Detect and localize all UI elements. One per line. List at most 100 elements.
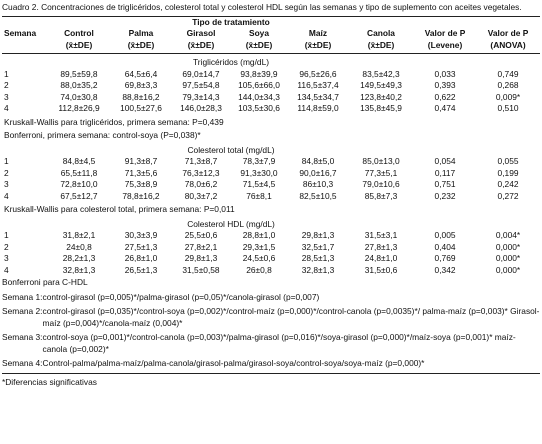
column-sub: (ANOVA) xyxy=(476,39,541,54)
data-row: 3 72,8±10,0 75,3±8,9 78,0±6,2 71,5±4,5 86±10,… xyxy=(2,179,540,191)
cell: 146,0±28,3 xyxy=(180,103,222,113)
cell: 123,8±40,2 xyxy=(360,91,402,102)
cell: 4 xyxy=(4,264,9,275)
cell: 75,3±8,9 xyxy=(124,179,158,189)
cell: 31,5±0,58 xyxy=(182,264,220,275)
cell: 78,3±7,9 xyxy=(242,156,276,166)
cell: 72,8±10,0 xyxy=(60,179,98,189)
section-title: Colesterol HDL (mg/dL) xyxy=(187,218,275,229)
data-row: 4 112,8±26,9 100,5±27,6 146,0±28,3 103,5±30,… xyxy=(2,103,540,115)
week-label: Semana 4: xyxy=(2,358,43,368)
cell: 116,5±37,4 xyxy=(297,80,339,90)
cell: 97,5±54,8 xyxy=(182,80,220,90)
cell xyxy=(476,54,540,69)
cell: 0,342 xyxy=(434,264,456,275)
cell: 85,8±7,3 xyxy=(364,190,398,201)
cell: 32,8±1,3 xyxy=(62,264,96,275)
cell: 93,8±39,9 xyxy=(240,68,278,79)
section-title-row: Triglicéridos (mg/dL) xyxy=(2,54,540,69)
cell: 26±0,8 xyxy=(246,264,272,275)
note: Kruskall-Wallis para colesterol total, p… xyxy=(4,204,235,214)
cell: 112,8±26,9 xyxy=(58,103,100,113)
column-sub: (x̄±DE) xyxy=(288,39,348,54)
cell: 65,5±11,8 xyxy=(60,167,98,178)
cell: 29,8±1,3 xyxy=(301,230,335,240)
cell: 2 xyxy=(4,80,9,90)
column-sub: (x̄±DE) xyxy=(110,39,172,54)
cell: 29,3±1,5 xyxy=(242,241,276,252)
cell xyxy=(414,142,476,157)
cell: 3 xyxy=(4,253,9,263)
cell: 0,268 xyxy=(497,80,519,90)
cell: 0,510 xyxy=(497,103,519,113)
cell: 30,3±3,9 xyxy=(124,230,158,240)
cell: 0,749 xyxy=(497,68,519,79)
bonferroni-item: Semana 2: control-girasol (p=0,035)*/cont… xyxy=(2,306,540,329)
cell: 83,5±42,3 xyxy=(362,68,400,79)
data-row: 1 84,8±4,5 91,3±8,7 71,3±8,7 78,3±7,9 84,8±5,… xyxy=(2,156,540,168)
cell: 67,5±12,7 xyxy=(60,190,98,201)
data-row: 1 89,5±59,8 64,5±6,4 69,0±14,7 93,8±39,9 96,5… xyxy=(2,69,540,81)
cell: 26,8±1,0 xyxy=(124,253,158,263)
note: Kruskall-Wallis para triglicéridos, prim… xyxy=(4,116,224,127)
column-sub: (x̄±DE) xyxy=(48,39,110,54)
bonferroni-item: Semana 1: control-girasol (p=0,005)*/palm… xyxy=(2,292,540,304)
cell: 0,769 xyxy=(434,253,456,263)
cell: 84,8±4,5 xyxy=(62,156,96,166)
cell: 0,054 xyxy=(434,156,456,166)
week-label: Semana 3: xyxy=(2,332,43,342)
note: Bonferroni, primera semana: control-soya… xyxy=(4,130,201,140)
cell: 149,5±49,3 xyxy=(360,80,402,90)
cell: 144,0±34,3 xyxy=(238,91,280,102)
cell: 0,009* xyxy=(495,91,521,102)
cell: 25,5±0,6 xyxy=(184,230,218,240)
section-title-row: Colesterol total (mg/dL) xyxy=(2,142,540,157)
cell: 0,232 xyxy=(434,190,456,201)
data-row: 4 67,5±12,7 78,8±16,2 80,3±7,2 76±8,1 82,5±10… xyxy=(2,191,540,203)
comparison-text: control-girasol (p=0,005)*/palma-girasol… xyxy=(42,291,320,302)
cell: 28,5±1,3 xyxy=(301,253,335,263)
data-row: 1 31,8±2,1 30,3±3,9 25,5±0,6 28,8±1,0 29,8±1,… xyxy=(2,230,540,242)
cell: 0,000* xyxy=(495,264,521,275)
cell: 71,3±8,7 xyxy=(184,156,218,166)
note-row: Kruskall-Wallis para triglicéridos, prim… xyxy=(2,115,540,129)
cell: 0,117 xyxy=(434,167,456,178)
column-name: Maíz xyxy=(308,28,328,38)
cell: 90,0±16,7 xyxy=(299,167,337,178)
cell: 0,004* xyxy=(495,230,521,240)
cell xyxy=(2,54,48,69)
cell: 82,5±10,5 xyxy=(299,190,337,201)
column-sub xyxy=(2,39,48,54)
cell: 0,033 xyxy=(434,68,456,79)
data-row: 3 74,0±30,8 88,8±16,2 79,3±14,3 144,0±34,3 13… xyxy=(2,92,540,104)
cell: 88,0±35,2 xyxy=(60,80,98,90)
cell: 0,622 xyxy=(434,91,456,102)
column-name: Girasol xyxy=(186,28,216,38)
cell: 64,5±6,4 xyxy=(124,68,158,79)
cell: 32,8±1,3 xyxy=(301,264,335,275)
cell: 105,6±66,0 xyxy=(238,80,280,90)
group-header: Tipo de tratamiento xyxy=(48,15,415,28)
cell: 76,3±12,3 xyxy=(182,167,220,178)
cell: 0,393 xyxy=(434,80,456,90)
data-table: Tipo de tratamiento Semana Control Palma Gir… xyxy=(2,15,541,277)
cell: 24,8±1,0 xyxy=(364,253,398,263)
header-cell xyxy=(414,15,477,28)
footnote: *Diferencias significativas xyxy=(2,372,540,389)
cell: 135,8±45,9 xyxy=(360,103,402,113)
cell: 88,8±16,2 xyxy=(122,91,160,102)
column-sub: (x̄±DE) xyxy=(348,39,415,54)
cell: 103,5±30,6 xyxy=(238,103,280,113)
note-row: Kruskall-Wallis para colesterol total, p… xyxy=(2,202,540,216)
cell: 0,404 xyxy=(434,241,456,252)
cell: 96,5±26,6 xyxy=(299,68,337,79)
cell xyxy=(2,142,48,157)
data-row: 2 24±0,8 27,5±1,3 27,8±2,1 29,3±1,5 32,5±1,7 2… xyxy=(2,242,540,254)
cell: 0,272 xyxy=(497,190,519,201)
cell: 78,0±6,2 xyxy=(184,179,218,189)
cell: 0,005 xyxy=(434,230,456,240)
section-title: Triglicéridos (mg/dL) xyxy=(193,57,270,67)
cell: 31,5±0,6 xyxy=(364,264,398,275)
header-cell xyxy=(476,15,541,28)
